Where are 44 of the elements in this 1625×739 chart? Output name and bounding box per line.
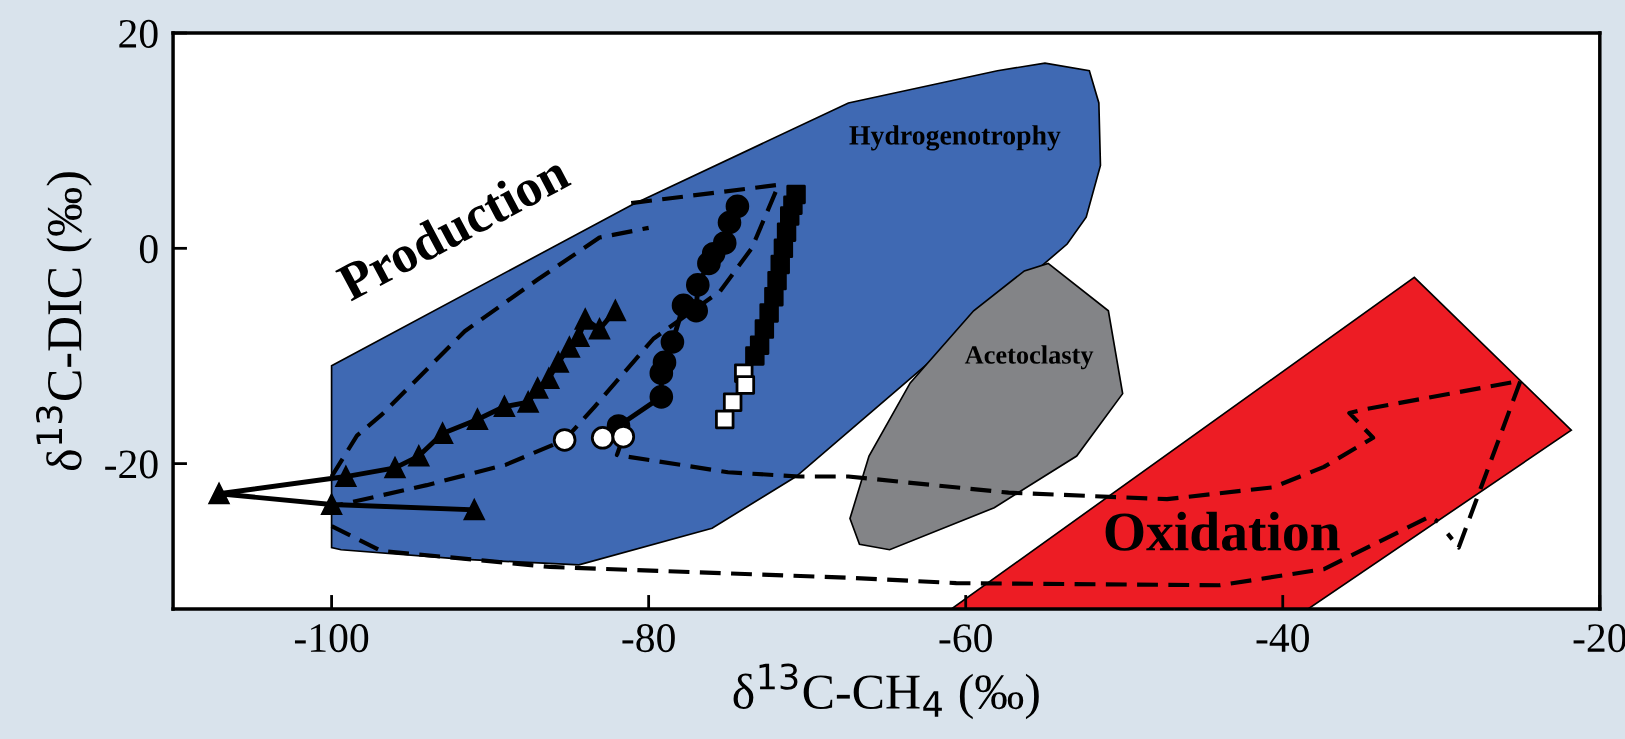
point	[684, 298, 709, 323]
point	[712, 231, 737, 255]
y-tick-label: 20	[119, 19, 158, 48]
point	[735, 375, 756, 395]
y-tick-label: -20	[105, 450, 158, 479]
point	[463, 499, 485, 521]
point	[759, 303, 779, 323]
point	[547, 352, 569, 373]
point	[660, 330, 685, 354]
x-tick-label: -20	[1573, 624, 1625, 653]
point	[715, 409, 735, 430]
x-axis-title: δ$^{13}$C-CH$_{4}$ (‰)	[733, 663, 1039, 720]
point	[517, 391, 539, 413]
point	[574, 308, 596, 330]
point	[745, 346, 765, 366]
point	[589, 318, 610, 340]
point	[384, 457, 406, 479]
y-tick-label: 0	[139, 235, 158, 264]
y-axis-title: δ$^{13}$C-DIC (‰)	[36, 172, 92, 471]
point	[611, 424, 636, 449]
x-tick-label: -80	[622, 624, 675, 653]
point	[649, 385, 674, 409]
point	[725, 194, 750, 219]
point	[321, 494, 343, 515]
point	[335, 466, 357, 487]
x-tick-label: -40	[1256, 624, 1309, 653]
annotation: Hydrogenotrophy	[849, 125, 1061, 151]
point	[467, 409, 488, 430]
point	[590, 425, 615, 450]
point	[493, 396, 515, 417]
annotation: Acetoclasty	[964, 345, 1094, 370]
point	[432, 423, 453, 444]
point	[685, 273, 710, 297]
x-tick-label: -60	[939, 624, 992, 653]
point	[764, 287, 784, 307]
point	[208, 483, 230, 505]
point	[552, 428, 577, 452]
point	[604, 300, 626, 322]
annotation: Oxidation	[1105, 511, 1340, 551]
point	[538, 368, 560, 389]
point	[408, 445, 430, 467]
point	[527, 377, 549, 399]
point	[722, 392, 743, 412]
x-tick-label: -100	[294, 624, 369, 653]
